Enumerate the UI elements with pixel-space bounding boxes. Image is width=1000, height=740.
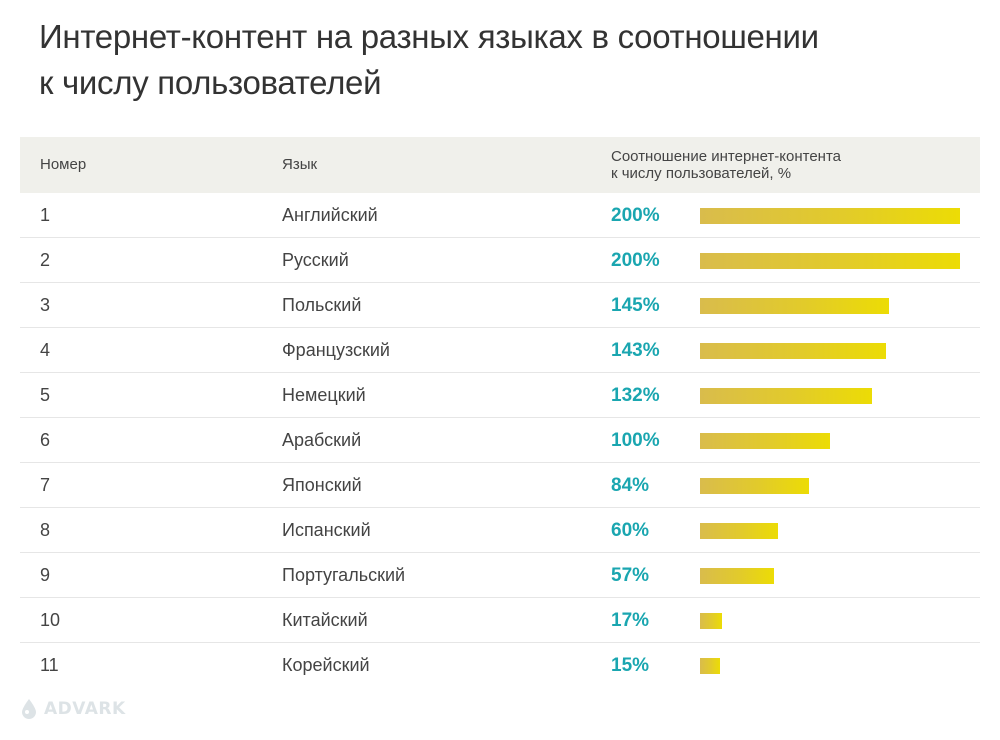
row-language: Китайский xyxy=(282,610,368,630)
header-ratio: Соотношение интернет-контента к числу по… xyxy=(611,148,911,182)
value-label: 15% xyxy=(611,655,650,676)
ratio-bar xyxy=(700,613,722,629)
row-language: Польский xyxy=(282,295,362,315)
value-label: 60% xyxy=(611,520,650,541)
ratio-bar xyxy=(700,253,960,269)
table-row: 2 Русский 200% xyxy=(20,238,980,283)
table-row: 3 Польский 145% xyxy=(20,283,980,328)
logo-text: ADVARK xyxy=(44,699,126,719)
ratio-bar xyxy=(700,568,774,584)
row-language: Японский xyxy=(282,475,362,495)
value-label: 145% xyxy=(611,295,660,316)
row-number: 1 xyxy=(40,205,51,225)
table-row: 5 Немецкий 132% xyxy=(20,373,980,418)
header-language: Язык xyxy=(282,156,318,173)
advark-logo: ADVARK xyxy=(20,697,126,721)
ratio-bar xyxy=(700,478,809,494)
row-language: Испанский xyxy=(282,520,371,540)
chart-title-line2: к числу пользователей xyxy=(39,64,382,101)
value-label: 200% xyxy=(611,205,660,226)
value-label: 143% xyxy=(611,340,660,361)
value-label: 57% xyxy=(611,565,650,586)
table-row: 9 Португальский 57% xyxy=(20,553,980,598)
row-language: Арабский xyxy=(282,430,362,450)
row-number: 2 xyxy=(40,250,51,270)
row-number: 11 xyxy=(40,655,59,675)
ratio-bar xyxy=(700,433,830,449)
table-row: 1 Английский 200% xyxy=(20,193,980,238)
row-number: 4 xyxy=(40,340,51,360)
header-ratio-line2: к числу пользователей, % xyxy=(611,165,792,182)
table-row: 6 Арабский 100% xyxy=(20,418,980,463)
row-language: Русский xyxy=(282,250,349,270)
row-number: 9 xyxy=(40,565,51,585)
value-label: 100% xyxy=(611,430,660,451)
value-label: 84% xyxy=(611,475,650,496)
table-body: 1 Английский 200% 2 Русский 200% 3 Польский 145%… xyxy=(20,193,980,687)
header-number: Номер xyxy=(40,156,87,173)
row-language: Английский xyxy=(282,205,378,225)
table-row: 11 Корейский 15% xyxy=(20,643,980,687)
value-label: 200% xyxy=(611,250,660,271)
row-language: Французский xyxy=(282,340,390,360)
chart-title-line1: Интернет-контент на разных языках в соот… xyxy=(39,18,819,55)
ratio-bar xyxy=(700,388,872,404)
table-row: 8 Испанский 60% xyxy=(20,508,980,553)
row-number: 10 xyxy=(40,610,61,630)
row-language: Немецкий xyxy=(282,385,366,405)
ratio-table: Номер Язык Соотношение интернет-контента… xyxy=(20,137,980,687)
row-language: Корейский xyxy=(282,655,370,675)
row-number: 6 xyxy=(40,430,51,450)
ratio-bar xyxy=(700,658,720,674)
ratio-bar xyxy=(700,208,960,224)
table-row: 10 Китайский 17% xyxy=(20,598,980,643)
row-number: 3 xyxy=(40,295,51,315)
drop-icon xyxy=(22,699,36,719)
value-label: 17% xyxy=(611,610,650,631)
chart-title: Интернет-контент на разных языках в соот… xyxy=(39,14,939,106)
ratio-bar xyxy=(700,523,778,539)
ratio-bar xyxy=(700,343,886,359)
row-number: 5 xyxy=(40,385,51,405)
table-row: 7 Японский 84% xyxy=(20,463,980,508)
table-row: 4 Французский 143% xyxy=(20,328,980,373)
header-ratio-line1: Соотношение интернет-контента xyxy=(611,148,842,165)
row-number: 7 xyxy=(40,475,51,495)
row-number: 8 xyxy=(40,520,51,540)
row-language: Португальский xyxy=(282,565,406,585)
ratio-bar xyxy=(700,298,889,314)
table-header: Номер Язык Соотношение интернет-контента… xyxy=(20,137,980,193)
value-label: 132% xyxy=(611,385,660,406)
